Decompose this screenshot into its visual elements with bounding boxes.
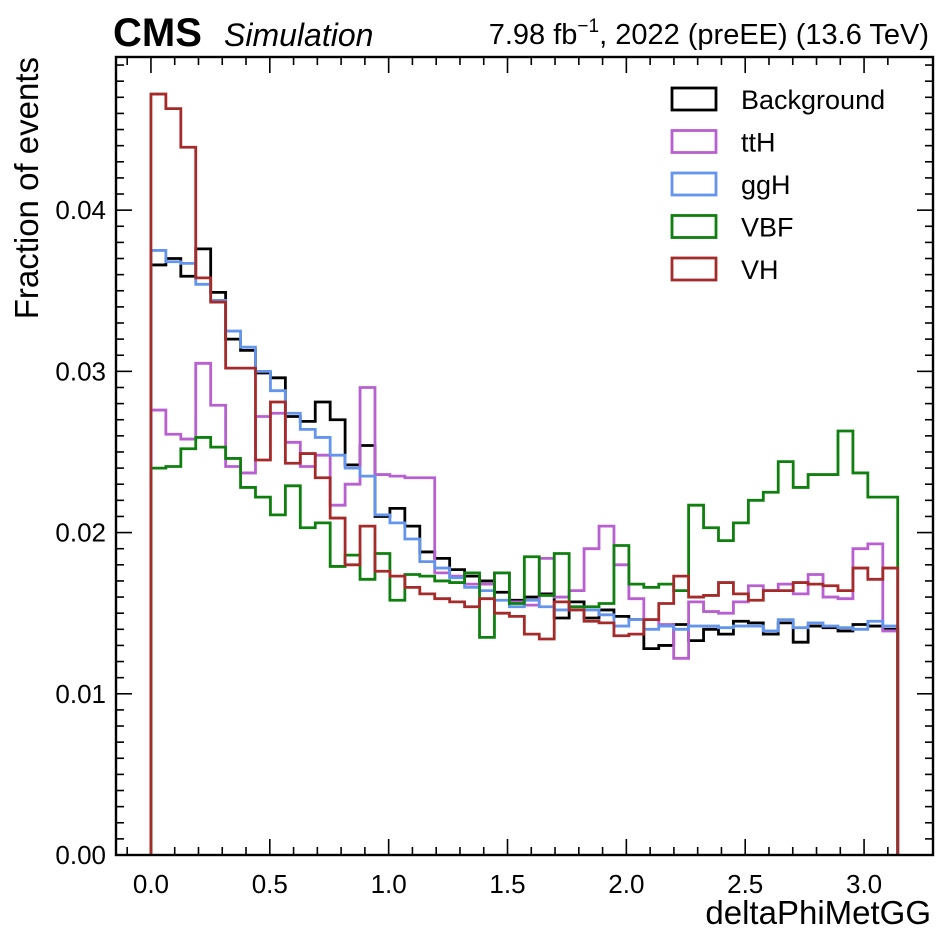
luminosity-label: 7.98 fb−1, 2022 (preEE) (13.6 TeV) — [489, 16, 929, 51]
experiment-label: CMS — [113, 11, 202, 55]
x-tick-label: 2.0 — [608, 869, 644, 899]
y-tick-label: 0.00 — [55, 840, 106, 870]
x-tick-label: 1.0 — [371, 869, 407, 899]
status-label: Simulation — [224, 17, 373, 53]
legend-swatch-vbf — [670, 214, 718, 239]
legend-label-tth: ttH — [741, 128, 776, 158]
x-tick-label: 0.0 — [133, 869, 169, 899]
y-axis-title: Fraction of events — [8, 57, 45, 319]
plot-frame — [114, 55, 935, 857]
x-tick-label: 2.5 — [727, 869, 763, 899]
x-tick-label: 0.5 — [252, 869, 288, 899]
legend-label-vbf: VBF — [741, 213, 794, 243]
y-tick-label: 0.01 — [55, 679, 106, 709]
legend-swatch-background — [670, 86, 718, 112]
y-tick-label: 0.04 — [55, 195, 106, 225]
x-tick-label: 3.0 — [846, 869, 882, 899]
x-tick-label: 1.5 — [489, 869, 525, 899]
y-tick-label: 0.02 — [55, 518, 106, 548]
series-vbf-line — [149, 429, 900, 855]
axis-ticks: 0.0 0.5 1.0 1.5 2.0 2.5 3.0 0.00 0.01 0.02 0.03 0.0… — [55, 57, 933, 899]
lumi-value: 7.98 fb — [489, 19, 578, 51]
legend-label-background: Background — [741, 85, 885, 115]
legend-swatch-ggh — [670, 171, 718, 197]
y-tick-label: 0.03 — [55, 356, 106, 386]
series-ggh-line — [149, 249, 900, 855]
series-background-line — [149, 247, 900, 855]
series-vh-line — [149, 92, 900, 855]
x-axis-title: deltaPhiMetGG — [705, 894, 931, 931]
legend-swatch-vh — [670, 256, 718, 282]
legend-swatch-tth — [670, 129, 718, 154]
legend-label-vh: VH — [741, 255, 779, 285]
legend: Background ttH ggH VBF VH — [670, 85, 885, 285]
series-tth-line — [149, 361, 900, 855]
lumi-rest: , 2022 (preEE) (13.6 TeV) — [599, 19, 929, 51]
legend-label-ggh: ggH — [741, 170, 791, 200]
histogram-series — [149, 92, 900, 855]
lumi-exponent: −1 — [577, 16, 599, 37]
